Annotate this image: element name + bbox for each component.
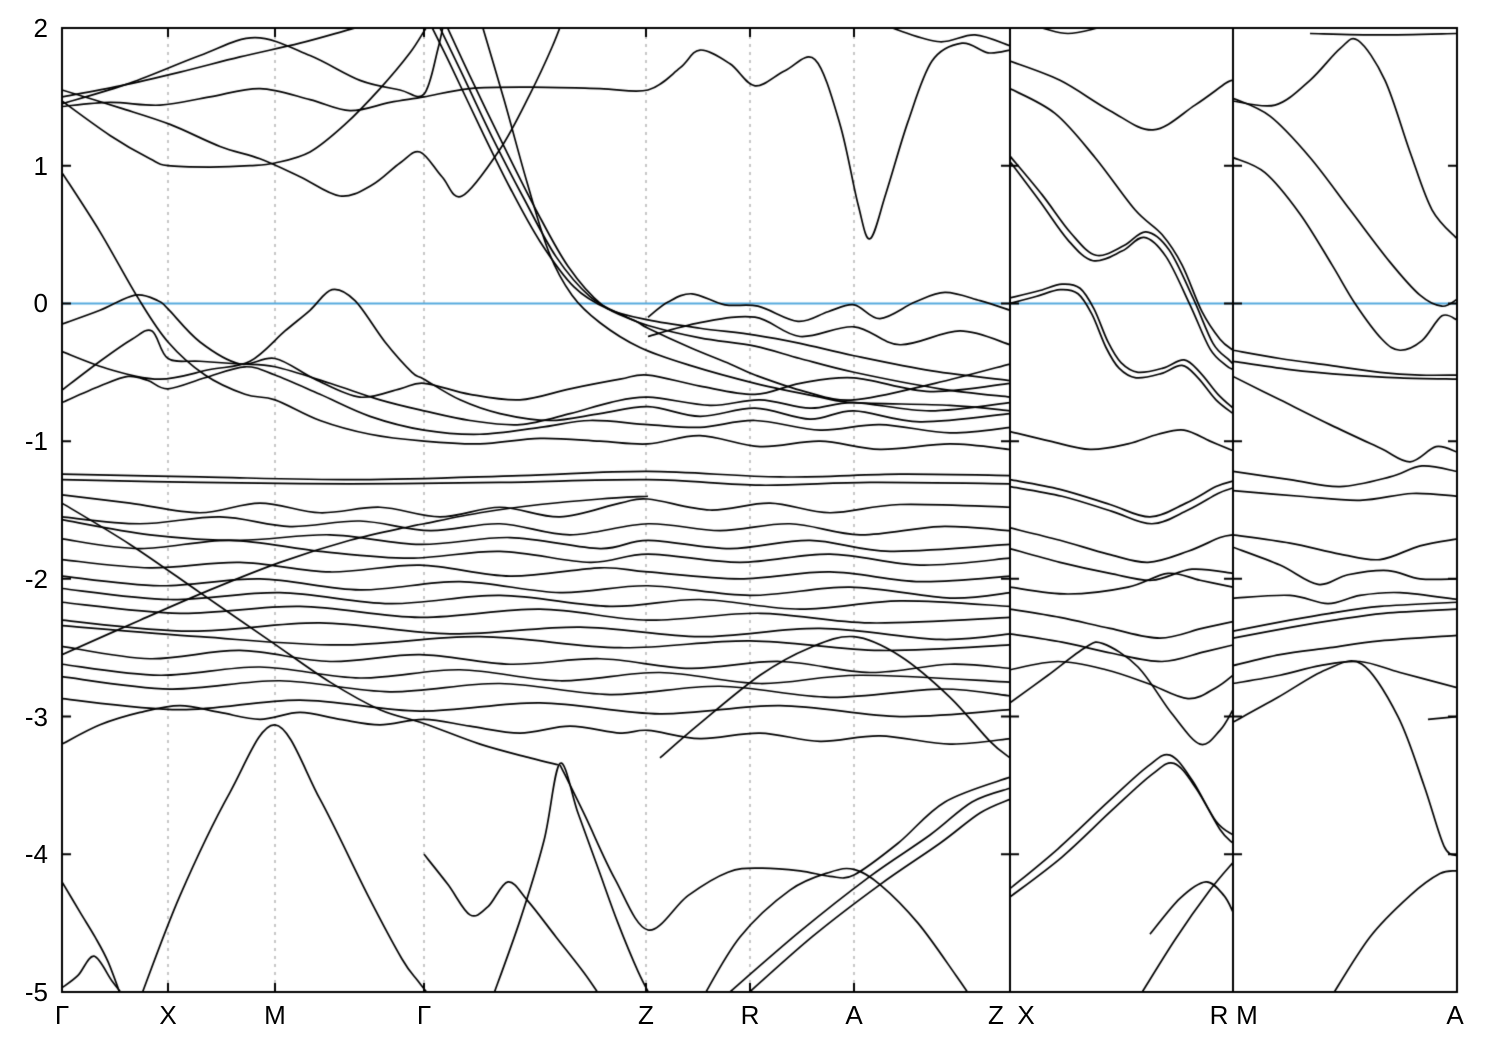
x-tick-label-z2: Z: [988, 1000, 1004, 1030]
x-tick-label-a: A: [845, 1000, 863, 1030]
y-tick-label: 2: [33, 13, 48, 43]
x-tick-label-m2: M: [1236, 1000, 1258, 1030]
y-tick-label: -3: [24, 701, 48, 732]
x-tick-label-r2: R: [1209, 1000, 1229, 1030]
y-tick-label: -4: [24, 839, 48, 870]
y-tick-label: 1: [33, 150, 48, 181]
x-tick-label-x: X: [159, 1000, 177, 1030]
y-tick-label: -2: [24, 563, 48, 594]
x-tick-label-gamma: Γ: [54, 1000, 70, 1030]
x-tick-label-r: R: [740, 1000, 760, 1030]
x-tick-label-m: M: [264, 1000, 286, 1030]
y-tick-label: 0: [33, 288, 48, 319]
x-tick-label-x2: X: [1017, 1000, 1035, 1030]
x-tick-label-z: Z: [638, 1000, 654, 1030]
y-tick-label: -5: [24, 977, 48, 1007]
x-tick-label-a2: A: [1446, 1000, 1464, 1030]
y-tick-label: -1: [24, 426, 48, 457]
x-tick-label-gamma2: Γ: [416, 1000, 432, 1030]
